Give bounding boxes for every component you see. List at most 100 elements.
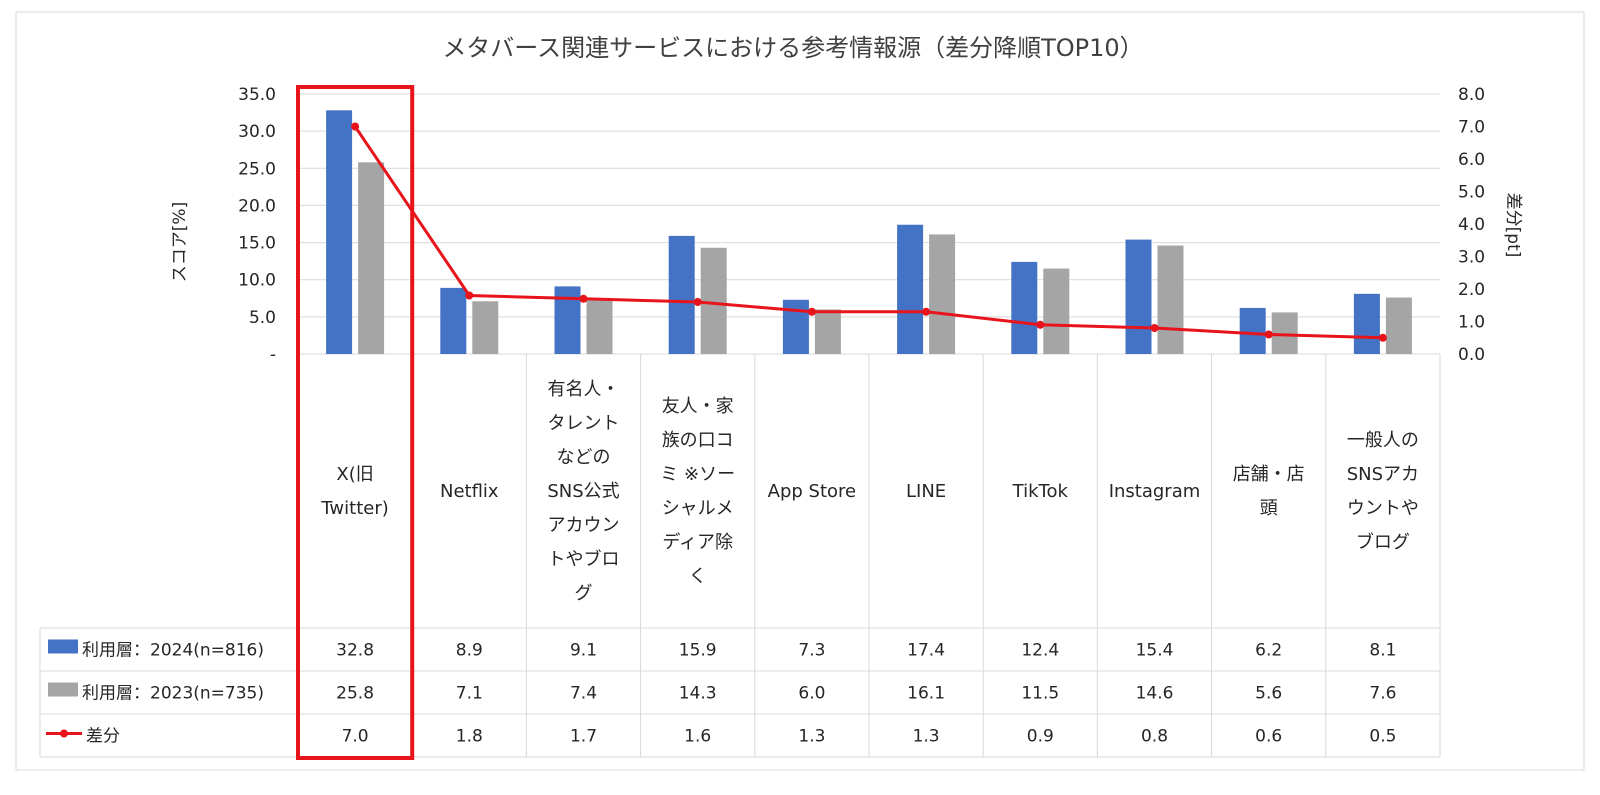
category-label: ディア除: [662, 532, 733, 553]
data-label: 12.4: [1021, 641, 1059, 661]
y-tick-label: 20.0: [238, 196, 276, 216]
category-label: 友人・家: [662, 396, 734, 417]
category-label: グ: [575, 583, 593, 604]
data-label: 9.1: [570, 641, 597, 661]
data-label: 6.0: [798, 684, 825, 704]
y-tick-label: 30.0: [238, 122, 276, 142]
bar-2023: [358, 162, 385, 354]
diff-point: [922, 307, 931, 316]
diff-point: [1378, 333, 1387, 342]
category-label: などの: [557, 447, 611, 468]
diff-point: [465, 291, 474, 300]
y2-axis-label: 差分[pt]: [1503, 193, 1523, 258]
diff-point: [807, 307, 816, 316]
category-label: X(旧: [336, 464, 373, 485]
category-label: ミ ※ソー: [660, 464, 735, 485]
category-label: タレント: [548, 413, 620, 434]
bar-2024: [1125, 239, 1152, 354]
category-label: App Store: [768, 481, 856, 502]
data-label: 1.8: [456, 727, 483, 747]
bar-2023: [1385, 297, 1412, 354]
data-label: 5.6: [1255, 684, 1282, 704]
data-label: 7.0: [342, 727, 369, 747]
bar-2023: [1157, 245, 1184, 354]
bar-2024: [440, 287, 467, 354]
legend-layer: 利用層：2024(n=816) 利用層：2023(n=735) 差分: [46, 639, 264, 747]
chart-title: メタバース関連サービスにおける参考情報源（差分降順TOP10）: [442, 34, 1143, 62]
bar-2023: [472, 301, 499, 354]
bar-2023: [1043, 268, 1070, 354]
y-tick-label: 5.0: [249, 308, 276, 328]
bar-2023: [929, 234, 956, 354]
bar-2023: [814, 309, 841, 354]
data-label: 1.3: [913, 727, 940, 747]
data-label: 0.6: [1255, 727, 1282, 747]
category-label: SNSアカ: [1347, 464, 1419, 485]
category-label: アカウン: [548, 515, 620, 536]
line-layer: [351, 122, 1387, 342]
y2-tick-label: 8.0: [1458, 85, 1485, 105]
category-label: Netflix: [440, 481, 499, 502]
bar-2024: [1239, 307, 1266, 354]
y-tick-label: 15.0: [238, 234, 276, 254]
data-label: 1.7: [570, 727, 597, 747]
category-label: ウントや: [1347, 498, 1419, 519]
legend-line-marker: [60, 729, 68, 738]
data-label: 6.2: [1255, 641, 1282, 661]
data-label: 1.3: [798, 727, 825, 747]
bar-2023: [700, 247, 727, 354]
category-label: シャルメ: [662, 498, 734, 519]
data-label: 7.6: [1369, 684, 1396, 704]
bar-2024: [897, 224, 924, 354]
data-label: 7.1: [456, 684, 483, 704]
bar-2024: [668, 235, 695, 354]
y2-tick-label: 6.0: [1458, 150, 1485, 170]
category-label: 有名人・: [548, 379, 620, 400]
bar-2024: [1011, 261, 1038, 354]
y-tick-label: -: [270, 345, 276, 365]
data-label: 25.8: [336, 684, 374, 704]
category-label: 店舗・店: [1233, 464, 1305, 485]
data-label: 17.4: [907, 641, 945, 661]
y2-tick-label: 4.0: [1458, 215, 1485, 235]
legend-swatch: [48, 682, 78, 697]
y2-tick-label: 5.0: [1458, 183, 1485, 203]
diff-line: [353, 125, 1383, 340]
data-label: 0.9: [1027, 727, 1054, 747]
bar-2023: [1271, 312, 1298, 354]
data-label: 14.3: [679, 684, 717, 704]
data-label: 16.1: [907, 684, 945, 704]
bar-layer: [326, 110, 1412, 354]
diff-point: [1264, 330, 1273, 339]
data-label: 11.5: [1021, 684, 1059, 704]
chart-border: [15, 11, 1585, 771]
bar-2024: [782, 299, 809, 354]
category-label: 一般人の: [1347, 430, 1419, 451]
highlight-box: [296, 85, 415, 760]
y2-tick-label: 7.0: [1458, 118, 1485, 138]
data-label: 7.4: [570, 684, 597, 704]
legend-label: 利用層：2024(n=816): [82, 641, 264, 661]
category-label: ブログ: [1356, 531, 1410, 553]
y-tick-label: 35.0: [238, 85, 276, 105]
y2-tick-label: 0.0: [1458, 345, 1485, 365]
y-tick-label: 10.0: [238, 271, 276, 291]
data-label: 32.8: [336, 641, 374, 661]
legend-label: 差分: [86, 727, 120, 747]
data-label: 15.9: [679, 641, 717, 661]
data-label: 8.1: [1369, 641, 1396, 661]
category-label: Instagram: [1109, 481, 1201, 502]
legend-label: 利用層：2023(n=735): [82, 684, 264, 704]
data-label: 0.5: [1369, 727, 1396, 747]
y-axis-label: スコア[%]: [170, 202, 190, 282]
diff-point: [351, 122, 360, 131]
y2-tick-label: 2.0: [1458, 280, 1485, 300]
category-label: SNS公式: [547, 481, 619, 502]
data-label: 7.3: [798, 641, 825, 661]
category-label: Twitter): [320, 498, 388, 519]
bar-2024: [326, 110, 353, 354]
data-label: 15.4: [1136, 641, 1174, 661]
